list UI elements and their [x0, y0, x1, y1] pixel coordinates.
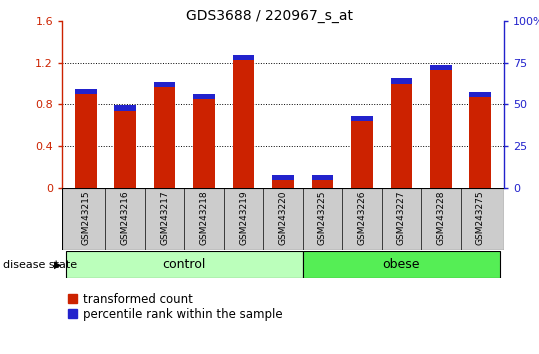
Text: GSM243219: GSM243219: [239, 190, 248, 245]
Bar: [193, 94, 215, 99]
Text: obese: obese: [383, 258, 420, 271]
Bar: [351, 116, 373, 121]
Bar: [312, 175, 333, 188]
Bar: [75, 89, 96, 94]
Text: ▶: ▶: [54, 259, 62, 270]
Text: GSM243226: GSM243226: [357, 190, 367, 245]
Bar: [391, 79, 412, 188]
Text: GSM243218: GSM243218: [199, 190, 209, 245]
Text: disease state: disease state: [3, 259, 77, 270]
Text: GDS3688 / 220967_s_at: GDS3688 / 220967_s_at: [186, 9, 353, 23]
Bar: [272, 175, 294, 188]
Bar: [469, 92, 491, 97]
Text: GSM243228: GSM243228: [437, 190, 445, 245]
Bar: [114, 105, 136, 111]
Bar: [75, 89, 96, 188]
Text: GSM243275: GSM243275: [476, 190, 485, 245]
Bar: [430, 65, 452, 70]
Text: GSM243215: GSM243215: [81, 190, 90, 245]
Bar: [312, 175, 333, 180]
Bar: [193, 94, 215, 188]
Bar: [391, 79, 412, 84]
Text: GSM243216: GSM243216: [121, 190, 129, 245]
Text: GSM243225: GSM243225: [318, 190, 327, 245]
Bar: [233, 55, 254, 188]
Legend: transformed count, percentile rank within the sample: transformed count, percentile rank withi…: [68, 293, 283, 321]
Bar: [272, 175, 294, 180]
Bar: [469, 92, 491, 188]
Text: GSM243227: GSM243227: [397, 190, 406, 245]
Bar: [351, 116, 373, 188]
Text: control: control: [163, 258, 206, 271]
Bar: [114, 105, 136, 188]
Bar: [233, 55, 254, 60]
Bar: [154, 81, 175, 87]
Bar: [303, 251, 500, 278]
Text: GSM243217: GSM243217: [160, 190, 169, 245]
Bar: [430, 65, 452, 188]
Text: GSM243220: GSM243220: [279, 190, 287, 245]
Bar: [154, 81, 175, 188]
Bar: [66, 251, 303, 278]
